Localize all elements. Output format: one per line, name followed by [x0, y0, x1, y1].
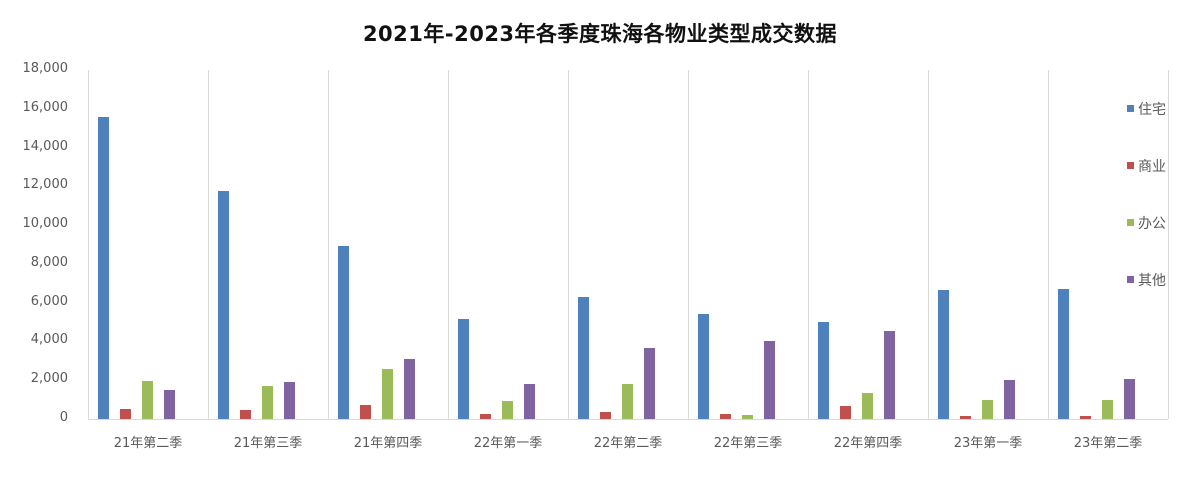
bar-住宅	[817, 322, 829, 419]
y-axis-tick-label: 14,000	[22, 138, 69, 154]
legend-item-住宅: 住宅	[1127, 101, 1166, 119]
bar-其他	[403, 358, 415, 419]
category-gridline	[928, 70, 929, 419]
bar-办公	[1101, 399, 1113, 419]
bar-办公	[501, 400, 513, 419]
y-axis-tick-label: 4,000	[30, 332, 68, 348]
category-gridline	[808, 70, 809, 419]
chart-title: 2021年-2023年各季度珠海各物业类型成交数据	[362, 22, 838, 46]
bar-商业	[1079, 415, 1091, 419]
y-axis-tick-label: 2,000	[30, 371, 68, 387]
bar-其他	[883, 330, 895, 419]
legend-label: 商业	[1138, 159, 1166, 175]
x-axis-tick-label: 22年第三季	[713, 436, 783, 451]
x-axis-tick-label: 22年第一季	[473, 436, 543, 451]
bar-办公	[621, 384, 633, 419]
category-gridline	[88, 70, 89, 419]
x-axis-tick-label: 23年第一季	[953, 436, 1023, 451]
bar-办公	[861, 393, 873, 419]
y-axis-tick-label: 12,000	[22, 177, 69, 193]
bar-办公	[141, 380, 153, 419]
category-gridline	[568, 70, 569, 419]
x-axis-tick-label: 22年第二季	[593, 436, 663, 451]
bar-办公	[261, 385, 273, 419]
legend-swatch-icon	[1127, 218, 1134, 226]
legend-item-办公: 办公	[1127, 215, 1166, 233]
legend-swatch-icon	[1127, 104, 1134, 112]
bar-办公	[741, 415, 753, 419]
category-gridline	[1048, 70, 1049, 419]
bar-住宅	[1057, 289, 1069, 419]
bar-住宅	[937, 290, 949, 419]
legend-swatch-icon	[1127, 275, 1134, 283]
bar-商业	[959, 415, 971, 419]
y-axis-tick-label: 6,000	[30, 293, 68, 309]
bar-其他	[763, 341, 775, 419]
legend-item-其他: 其他	[1127, 272, 1166, 290]
bar-其他	[643, 348, 655, 419]
bar-商业	[119, 409, 131, 419]
x-axis-tick-label: 21年第二季	[113, 436, 183, 451]
bar-住宅	[217, 191, 229, 419]
category-gridline	[328, 70, 329, 419]
legend-item-商业: 商业	[1127, 158, 1166, 176]
category-gridline	[1168, 70, 1169, 419]
x-axis-tick-label: 22年第四季	[833, 436, 903, 451]
x-axis-tick-label: 21年第三季	[233, 436, 303, 451]
bar-其他	[523, 384, 535, 419]
y-axis-tick-label: 8,000	[30, 254, 68, 270]
bar-商业	[599, 411, 611, 419]
category-gridline	[688, 70, 689, 419]
bar-商业	[839, 406, 851, 419]
bar-其他	[283, 382, 295, 419]
legend-swatch-icon	[1127, 161, 1134, 169]
bar-住宅	[97, 117, 109, 419]
category-gridline	[448, 70, 449, 419]
bar-住宅	[337, 246, 349, 419]
legend-label: 住宅	[1138, 102, 1166, 118]
category-gridline	[208, 70, 209, 419]
y-axis-tick-label: 16,000	[22, 99, 69, 115]
x-axis-tick-label: 23年第二季	[1073, 436, 1143, 451]
y-axis-tick-label: 0	[59, 410, 68, 425]
y-axis-tick-label: 10,000	[22, 216, 69, 232]
legend-label: 办公	[1138, 216, 1166, 232]
x-axis-tick-label: 21年第四季	[353, 436, 423, 451]
legend-label: 其他	[1138, 273, 1166, 289]
x-axis-line	[88, 419, 1168, 420]
bar-其他	[1123, 379, 1135, 419]
bar-其他	[163, 389, 175, 419]
bar-办公	[981, 400, 993, 419]
bar-其他	[1003, 380, 1015, 419]
bar-商业	[479, 413, 491, 419]
bar-商业	[719, 413, 731, 419]
y-axis-tick-label: 18,000	[22, 61, 69, 76]
bar-办公	[381, 368, 393, 419]
bar-商业	[359, 405, 371, 419]
bar-住宅	[577, 297, 589, 419]
bar-住宅	[697, 313, 709, 419]
bar-住宅	[457, 319, 469, 419]
bar-商业	[239, 410, 251, 419]
